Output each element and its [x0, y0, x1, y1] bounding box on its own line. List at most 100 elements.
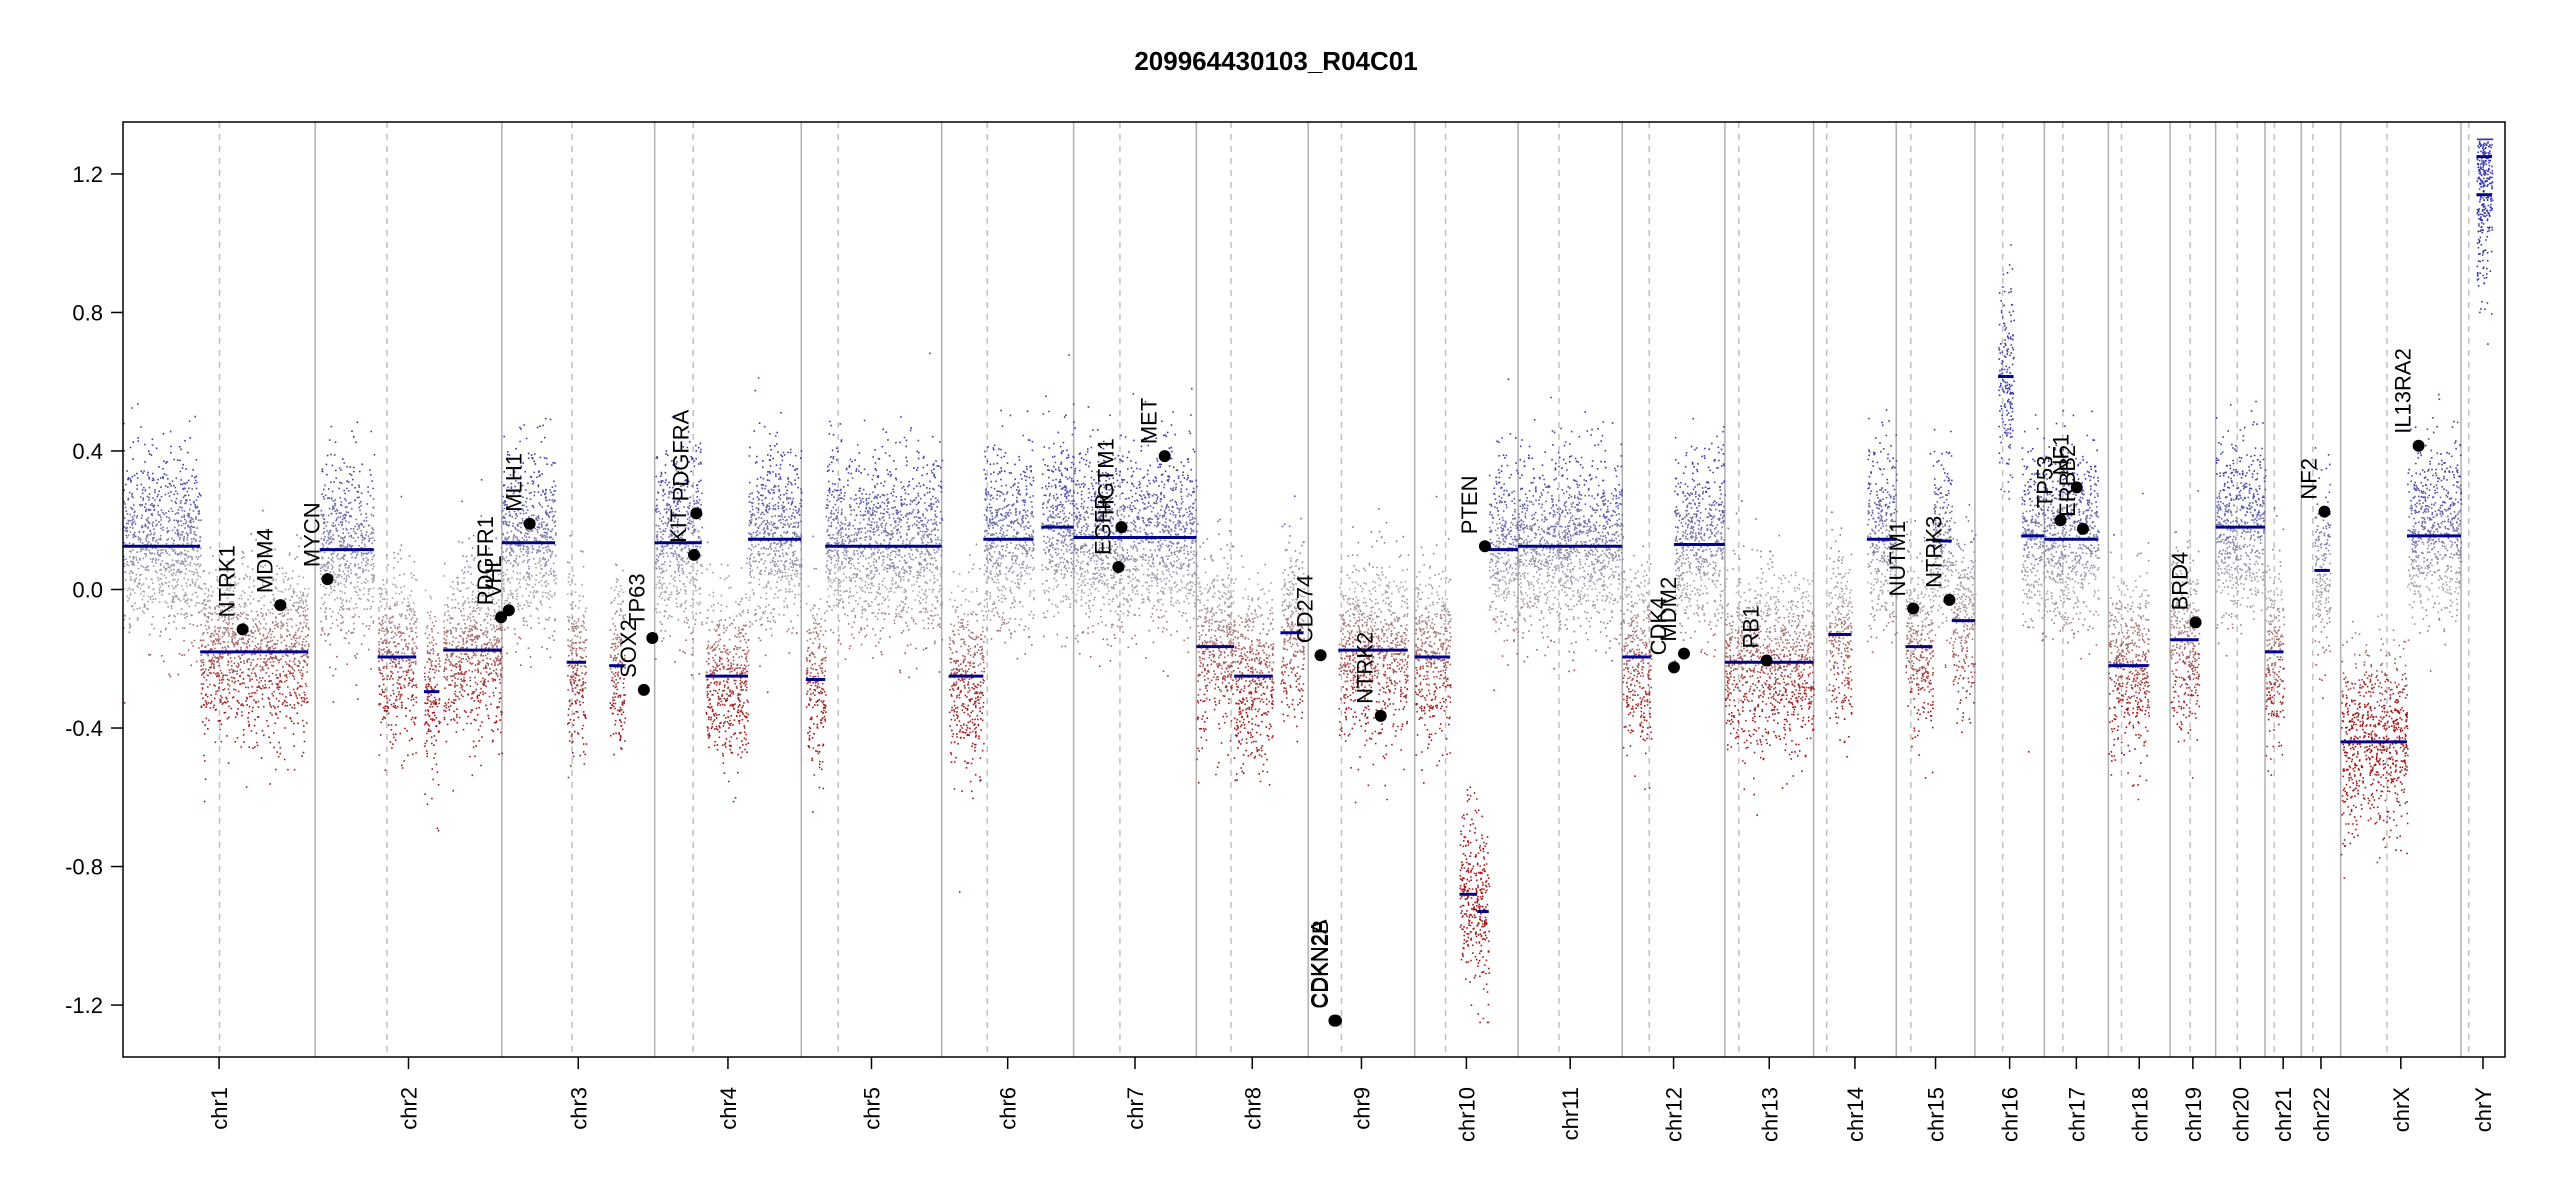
probe-cloud-31-35: [1872, 529, 1891, 532]
probe-cloud-17-58: [1087, 496, 1166, 500]
probe-cloud-20-85: [1281, 604, 1301, 607]
probe-cloud-3-12: [378, 650, 414, 653]
probe-cloud-13-139: [828, 605, 899, 608]
probe-cloud-9-129: [661, 544, 681, 547]
probe-cloud-34-50: [1957, 571, 1976, 574]
probe-cloud-11-108: [749, 556, 798, 559]
probe-cloud-3-2: [378, 709, 417, 771]
probe-cloud-11-83: [751, 553, 795, 556]
probe-cloud-11-56: [778, 555, 794, 558]
probe-cloud-19-44: [1257, 644, 1265, 647]
probe-cloud-10-33: [713, 659, 735, 662]
probe-cloud-20-33: [1286, 605, 1291, 608]
probe-cloud-20-75: [1285, 617, 1290, 620]
probe-cloud-26-134: [1544, 483, 1620, 487]
probe-cloud-30-53: [1833, 697, 1846, 701]
probe-cloud-27-16: [1622, 693, 1651, 696]
probe-cloud-20-83: [1299, 649, 1305, 652]
probe-cloud-18-48: [1204, 607, 1208, 610]
probe-cloud-1-129: [225, 697, 278, 700]
probe-cloud-19-2: [1247, 598, 1273, 601]
probe-cloud-13-29: [828, 572, 942, 576]
probe-cloud-31-72: [1873, 552, 1894, 555]
probe-cloud-26-160: [1573, 479, 1605, 482]
probe-cloud-17-149: [1073, 534, 1186, 537]
probe-cloud-14-57: [951, 669, 967, 672]
probe-cloud-22-23: [1420, 707, 1442, 710]
probe-cloud-15-48: [987, 491, 1019, 494]
probe-cloud-14-104: [951, 695, 979, 698]
probe-cloud-17-165: [1158, 617, 1195, 620]
probe-cloud-27-17: [1627, 677, 1652, 680]
probe-cloud-1-107: [203, 670, 308, 674]
probe-cloud-5-29: [460, 657, 503, 660]
probe-cloud-0-111: [132, 556, 200, 559]
probe-cloud-5-107: [470, 572, 502, 576]
probe-cloud-16-38: [1048, 560, 1069, 564]
probe-cloud-17-65: [1073, 624, 1107, 627]
probe-cloud-7-71: [578, 595, 584, 598]
probe-cloud-3-93: [378, 628, 387, 631]
probe-cloud-29-23: [1754, 632, 1798, 636]
probe-cloud-0-49: [125, 557, 199, 560]
probe-cloud-21-156: [1363, 596, 1390, 599]
probe-cloud-20-115: [1290, 686, 1298, 689]
probe-cloud-27-30: [1630, 672, 1639, 675]
probe-cloud-1-134: [202, 601, 301, 604]
probe-cloud-13-63: [825, 506, 895, 510]
probe-cloud-15-11: [1000, 484, 1028, 487]
probe-cloud-26-93: [1539, 567, 1606, 570]
probe-cloud-3-53: [378, 587, 387, 590]
probe-cloud-16-8: [1043, 548, 1071, 552]
probe-cloud-28-77: [1677, 566, 1726, 569]
probe-cloud-4-20: [431, 660, 441, 663]
probe-cloud-11-43: [758, 578, 793, 581]
probe-cloud-2-27: [324, 615, 360, 618]
probe-cloud-0-60: [131, 548, 195, 552]
probe-cloud-26-149: [1532, 468, 1557, 471]
probe-cloud-26-85: [1519, 590, 1583, 593]
probe-cloud-13-2: [836, 532, 920, 535]
probe-cloud-29-157: [1741, 649, 1797, 652]
probe-cloud-32-70: [1911, 667, 1934, 670]
probe-cloud-0-57: [129, 576, 202, 579]
probe-cloud-13-47: [836, 550, 938, 554]
probe-cloud-13-8: [826, 564, 928, 567]
probe-cloud-22-69: [1422, 665, 1445, 668]
probe-cloud-15-55: [988, 539, 1034, 542]
probe-cloud-17-142: [1101, 538, 1194, 542]
probe-cloud-13-56: [861, 612, 886, 615]
probe-cloud-27-37: [1645, 591, 1649, 594]
probe-cloud-13-119: [827, 576, 943, 579]
probe-cloud-17-104: [1080, 550, 1198, 554]
probe-cloud-1-78: [210, 694, 298, 697]
probe-cloud-31-20: [1871, 550, 1894, 554]
probe-cloud-13-43: [832, 517, 943, 521]
probe-cloud-29-25: [1734, 667, 1782, 670]
probe-cloud-0-41: [137, 581, 197, 585]
probe-cloud-10-30: [708, 697, 740, 700]
probe-cloud-30-14: [1830, 630, 1853, 633]
probe-cloud-17-26: [1087, 556, 1187, 559]
probe-cloud-13-6: [840, 527, 928, 531]
probe-cloud-21-6: [1340, 570, 1383, 573]
probe-cloud-14-105: [963, 612, 977, 616]
probe-cloud-11-119: [766, 519, 802, 523]
probe-cloud-0-90: [125, 534, 197, 537]
probe-cloud-1-11: [213, 640, 307, 643]
probe-cloud-30-99: [1835, 640, 1841, 643]
probe-cloud-30-11: [1829, 622, 1852, 625]
probe-cloud-29-68: [1736, 668, 1805, 671]
probe-cloud-12-70: [811, 663, 823, 666]
probe-cloud-28-65: [1685, 528, 1712, 532]
probe-cloud-25-62: [1495, 501, 1506, 504]
probe-cloud-25-16: [1496, 556, 1519, 559]
probe-cloud-2-6: [337, 516, 368, 519]
probe-cloud-17-122: [1078, 519, 1181, 523]
probe-cloud-10-32: [712, 665, 725, 668]
probe-cloud-9-79: [679, 588, 701, 591]
probe-cloud-19-0: [1235, 629, 1270, 632]
probe-cloud-16-44: [1060, 534, 1072, 537]
probe-cloud-13-149: [859, 627, 934, 630]
probe-cloud-2-29: [346, 559, 369, 563]
